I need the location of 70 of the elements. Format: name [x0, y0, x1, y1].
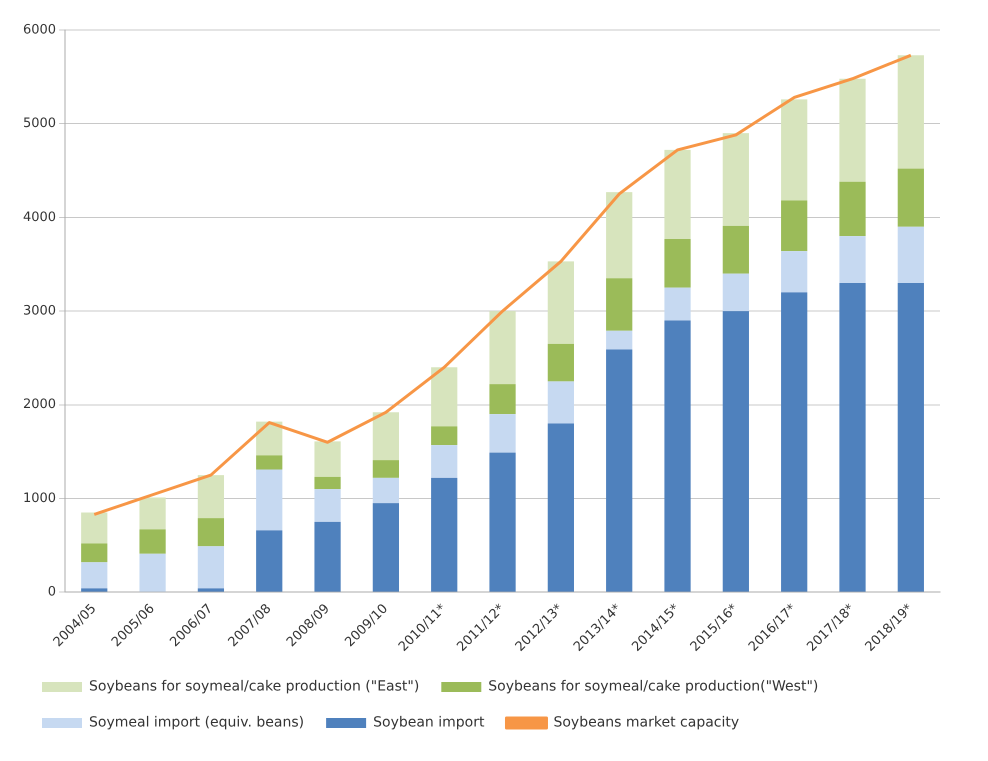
y-tick-label: 0	[48, 584, 56, 600]
bar	[606, 330, 632, 350]
bar	[139, 498, 166, 530]
bar	[372, 460, 400, 478]
bar	[898, 226, 924, 283]
y-tick-label: 3000	[22, 303, 56, 318]
legend-label: Soybeans market capacity	[553, 714, 740, 731]
bar	[722, 133, 749, 226]
bar	[256, 455, 282, 470]
bar	[548, 381, 574, 424]
bar	[664, 288, 691, 320]
bar	[314, 476, 341, 490]
bar	[489, 414, 516, 453]
bar	[781, 251, 808, 292]
bar	[198, 518, 224, 546]
y-tick-label: 5000	[22, 116, 56, 132]
bar	[839, 236, 866, 283]
bar	[372, 503, 400, 592]
bar	[664, 320, 691, 592]
bar	[548, 261, 574, 344]
bar	[839, 182, 866, 236]
bar	[839, 78, 866, 182]
bar	[81, 562, 108, 588]
legend-label: Soybeans for soymeal/cake production ("East")	[89, 678, 420, 695]
bar	[722, 274, 749, 312]
bar	[139, 529, 166, 554]
bar	[781, 200, 808, 252]
bar	[722, 311, 749, 592]
legend-label: Soybeans for soymeal/cake production("West")	[488, 678, 818, 695]
bar	[314, 489, 341, 522]
bar	[781, 292, 808, 592]
bar	[606, 278, 632, 331]
y-tick-label: 1000	[22, 490, 56, 506]
bar	[431, 367, 458, 426]
bar	[489, 311, 516, 384]
bar	[606, 350, 632, 592]
bar	[548, 424, 574, 592]
bar	[664, 150, 691, 239]
bar	[781, 99, 808, 201]
bar	[839, 282, 866, 592]
bar	[198, 475, 224, 518]
bar	[81, 588, 108, 592]
bar	[548, 344, 574, 382]
bar	[489, 452, 516, 592]
bar	[489, 384, 516, 414]
bar	[198, 546, 224, 588]
y-tick-label: 6000	[22, 22, 56, 38]
bar	[431, 426, 458, 446]
bar	[431, 478, 458, 592]
bar	[314, 441, 341, 477]
y-tick-label: 2000	[22, 397, 56, 412]
bar	[256, 469, 282, 530]
legend-label: Soybean import	[373, 714, 485, 731]
bar	[139, 554, 166, 592]
legend-label: Soymeal import (equiv. beans)	[89, 714, 304, 731]
bar	[606, 192, 632, 278]
bar	[372, 478, 400, 504]
bar	[898, 168, 924, 227]
bar	[81, 512, 108, 544]
y-tick-label: 4000	[22, 210, 56, 225]
bar	[81, 543, 108, 562]
bar	[431, 445, 458, 478]
bar	[314, 522, 341, 592]
bar	[898, 282, 924, 592]
bar	[372, 412, 400, 460]
bar	[898, 55, 924, 169]
bar	[198, 588, 224, 592]
bar	[722, 226, 749, 274]
bar	[664, 238, 691, 288]
bar	[256, 530, 282, 592]
